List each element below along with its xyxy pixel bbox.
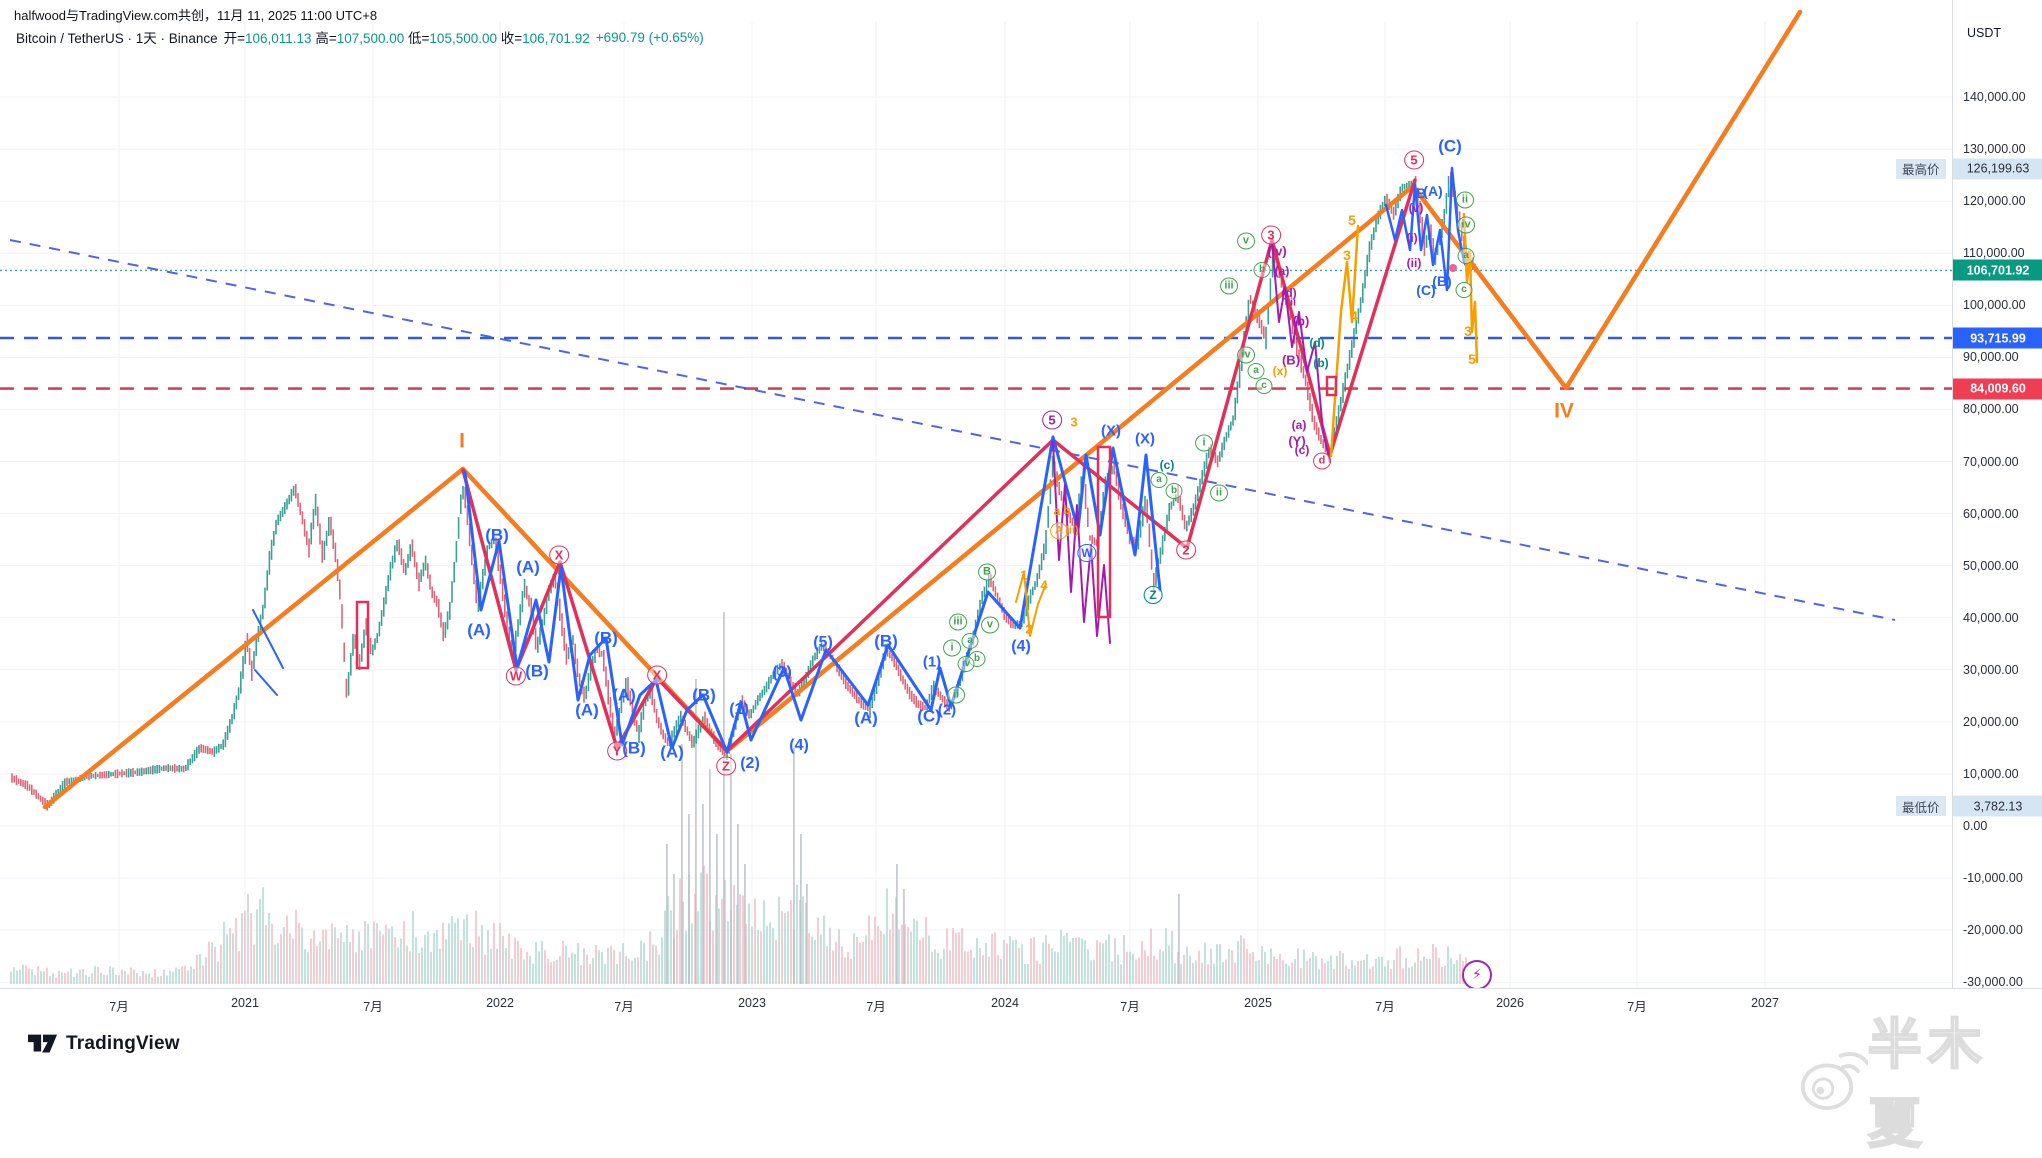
price-tick-label: -30,000.00: [1963, 975, 2023, 990]
price-tick-label: 0.00: [1963, 819, 1988, 833]
price-tick-label: 60,000.00: [1963, 506, 2019, 521]
price-tick-label: -20,000.00: [1963, 923, 2023, 938]
price-level-tag: 106,701.92: [1953, 259, 2042, 281]
time-axis-label: 7月: [1120, 1000, 1140, 1014]
ohlc-label: 收=: [497, 31, 523, 46]
time-axis-label: 2027: [1751, 996, 1779, 1010]
ohlc-value: 106,011.13: [244, 31, 312, 46]
price-tick-label: -10,000.00: [1963, 871, 2023, 886]
weibo-icon: [1800, 1052, 1868, 1110]
price-tick-label: 50,000.00: [1963, 558, 2019, 573]
ohlc-values: 开=106,011.13 高=107,500.00 低=105,500.00 收…: [224, 27, 590, 47]
time-axis-label: 2026: [1496, 996, 1524, 1010]
price-tick-label: 120,000.00: [1963, 194, 2026, 209]
time-axis-label: 7月: [1375, 1000, 1395, 1014]
price-level-tag: 93,715.99: [1953, 327, 2042, 349]
chart-canvas[interactable]: [0, 0, 2042, 1080]
time-axis[interactable]: 7月 2021 7月 2022 7月 2023 7月 2024 7月 2025 7月 2026 7月 20…: [0, 988, 2042, 1019]
time-axis-label: 2021: [231, 996, 259, 1010]
price-tick-label: 100,000.00: [1963, 298, 2026, 313]
ohlc-label: 低=: [404, 31, 430, 46]
time-axis-label: 2022: [486, 996, 514, 1010]
time-axis-label: 2025: [1244, 996, 1272, 1010]
price-tick-label: 130,000.00: [1963, 142, 2026, 157]
ohlc-label: 开=: [223, 31, 245, 46]
time-axis-label: 7月: [1627, 1000, 1647, 1014]
ohlc-value: 107,500.00: [336, 31, 405, 46]
price-tick-label: 80,000.00: [1963, 402, 2019, 417]
symbol-bar: Bitcoin / TetherUS · 1天 · Binance 开=106,…: [16, 27, 704, 47]
tradingview-logo-text: TradingView: [66, 1033, 180, 1054]
tradingview-logo-icon: [28, 1034, 58, 1053]
change-value: +690.79 (+0.65%): [595, 29, 704, 45]
lightning-badge-icon[interactable]: ⚡: [1462, 960, 1492, 990]
price-tick-label: 90,000.00: [1963, 350, 2019, 365]
symbol-title[interactable]: Bitcoin / TetherUS · 1天 · Binance: [16, 31, 218, 46]
watermark-text: 半木夏: [1867, 1014, 1988, 1155]
lightning-glyph: ⚡: [1472, 967, 1482, 983]
time-axis-label: 7月: [109, 1000, 129, 1014]
ohlc-label: 高=: [311, 31, 337, 46]
price-level-tag: 84,009.60: [1953, 378, 2042, 400]
price-tick-label: 30,000.00: [1963, 662, 2019, 677]
price-axis[interactable]: USDT 140,000.00 130,000.00 120,000.00 110,0…: [1952, 0, 2042, 990]
lowest-price-label: 最低价: [1896, 796, 1946, 817]
highest-price-label: 最高价: [1896, 158, 1946, 179]
watermark: 半木夏: [1796, 1000, 2042, 1158]
price-tick-label: 20,000.00: [1963, 714, 2019, 729]
time-axis-label: 2024: [991, 996, 1019, 1010]
tradingview-logo[interactable]: TradingView: [28, 1032, 180, 1056]
credit-line: halfwood与TradingView.com共创，11月 11, 2025 …: [14, 8, 378, 23]
time-axis-label: 2023: [738, 996, 766, 1010]
price-tick-label: 10,000.00: [1963, 766, 2019, 781]
price-tick-label: 110,000.00: [1963, 246, 2025, 261]
price-tick-label: 70,000.00: [1963, 454, 2019, 469]
price-level-tag: 3,782.13: [1953, 795, 2042, 817]
ohlc-value: 106,701.92: [522, 31, 590, 46]
ohlc-value: 105,500.00: [429, 31, 497, 46]
price-tick-label: 140,000.00: [1963, 90, 2026, 104]
time-axis-label: 7月: [866, 1000, 886, 1014]
time-axis-label: 7月: [363, 1000, 383, 1014]
price-tick-label: 40,000.00: [1963, 610, 2019, 625]
price-level-tag: 126,199.63: [1953, 158, 2042, 180]
time-axis-label: 7月: [614, 1000, 634, 1014]
axis-currency-label: USDT: [1967, 26, 2002, 40]
